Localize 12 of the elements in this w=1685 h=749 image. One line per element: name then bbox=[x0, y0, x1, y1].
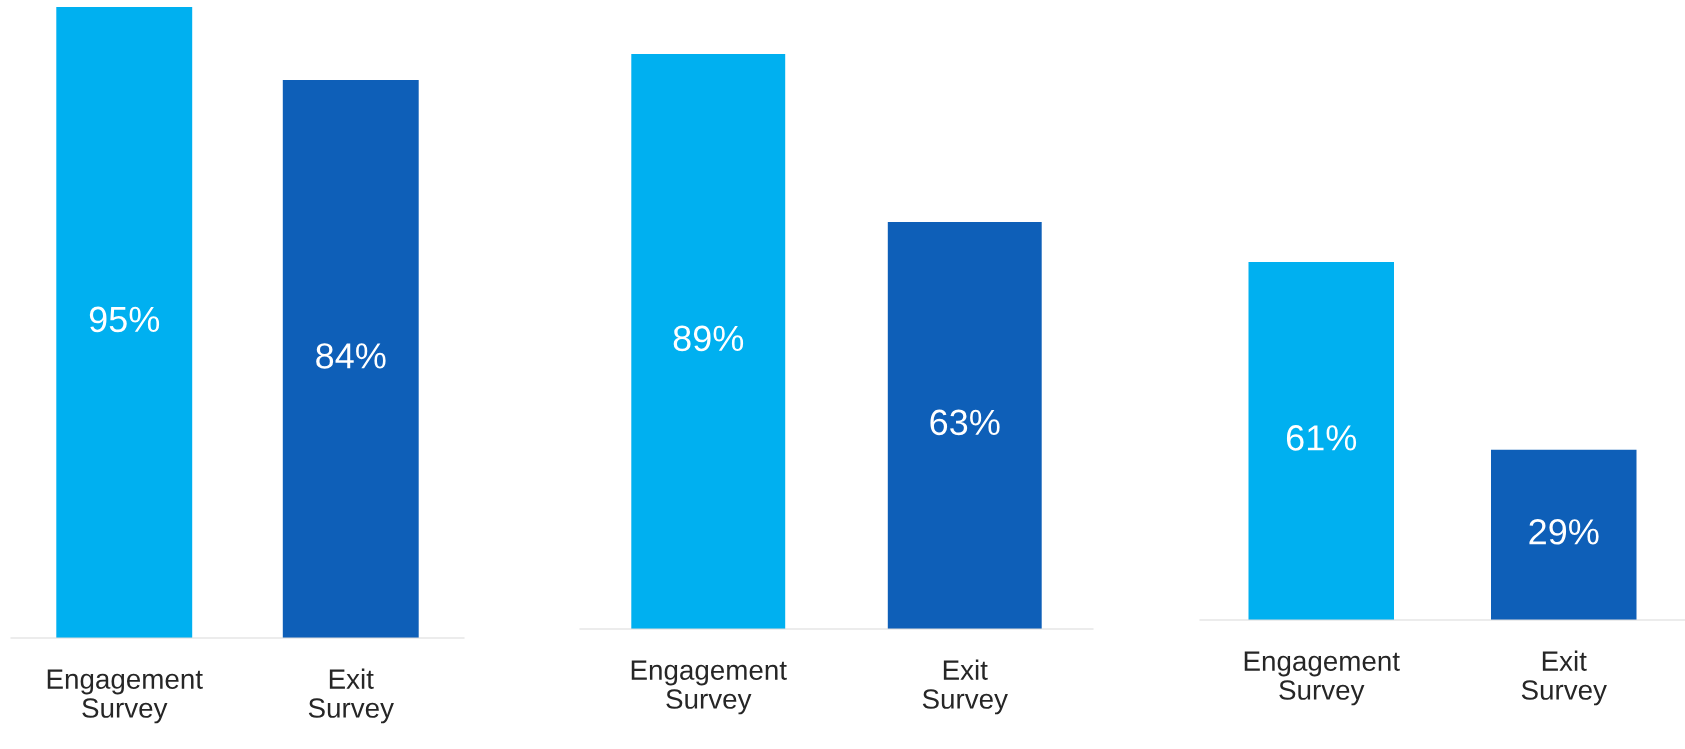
x-tick-label: Engagement Survey bbox=[1244, 651, 1400, 706]
x-tick-label: Exit Survey bbox=[922, 659, 1008, 715]
x-tick-label: Engagement Survey bbox=[631, 660, 787, 715]
x-tick-label: Exit Survey bbox=[308, 668, 394, 724]
data-label: 84% bbox=[316, 343, 386, 369]
x-tick-label: Exit Survey bbox=[1521, 650, 1607, 706]
data-label: 95% bbox=[89, 306, 160, 333]
x-tick-label: Engagement Survey bbox=[47, 669, 203, 724]
data-label: 63% bbox=[930, 409, 1000, 436]
data-label: 29% bbox=[1529, 519, 1599, 545]
data-label: 89% bbox=[673, 325, 744, 352]
data-label: 61% bbox=[1286, 425, 1357, 451]
